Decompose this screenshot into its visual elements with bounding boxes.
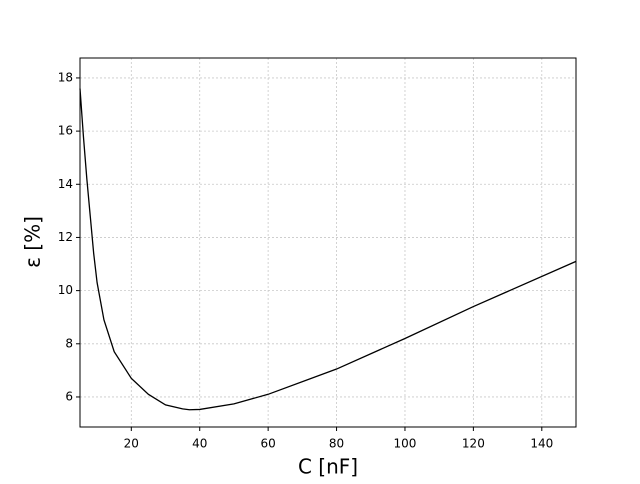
y-tick-label: 14	[58, 177, 73, 191]
y-axis-label: ε [%]	[21, 216, 45, 268]
x-tick-label: 120	[462, 437, 485, 451]
x-tick-label: 80	[329, 437, 344, 451]
x-tick-label: 20	[124, 437, 139, 451]
y-tick-label: 10	[58, 283, 73, 297]
x-tick-label: 140	[530, 437, 553, 451]
plot-frame	[79, 57, 577, 428]
x-tick-label: 40	[192, 437, 207, 451]
y-tick-label: 12	[58, 230, 73, 244]
y-tick-label: 16	[58, 124, 73, 138]
y-tick-label: 6	[65, 389, 73, 403]
y-tick-label: 18	[58, 70, 73, 84]
x-tick-label: 100	[394, 437, 417, 451]
x-tick-label: 60	[260, 437, 275, 451]
x-axis-label: C [nF]	[298, 455, 358, 479]
y-tick-label: 8	[65, 336, 73, 350]
line	[79, 88, 577, 411]
